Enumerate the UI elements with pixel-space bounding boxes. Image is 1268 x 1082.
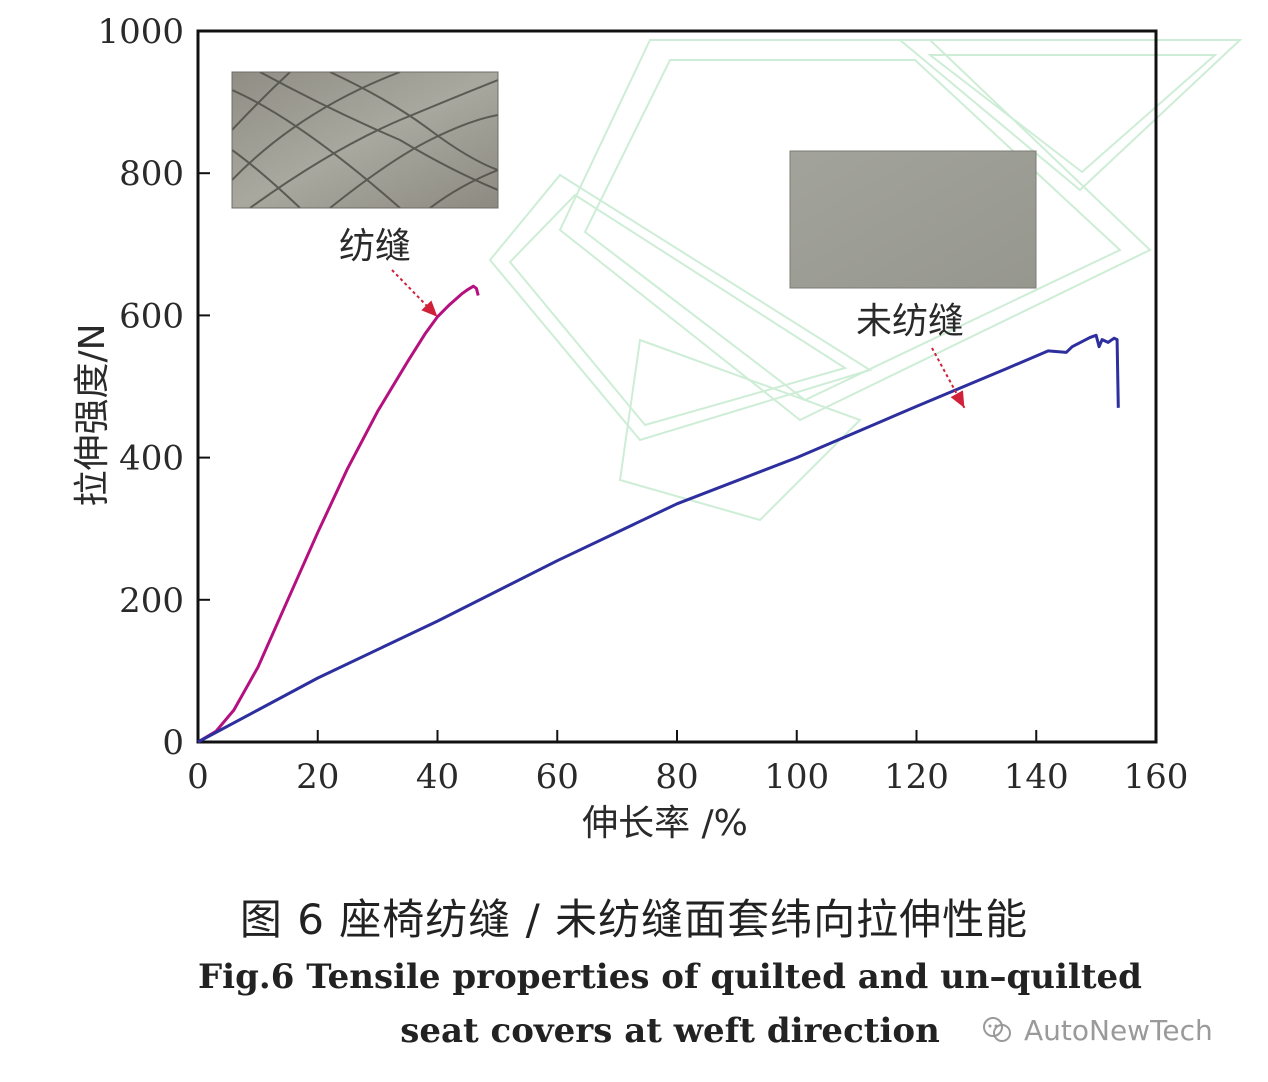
- y-tick-label: 800: [119, 154, 184, 194]
- x-axis-ticks: 0 20 40 60 80 100 120 140 160: [187, 730, 1188, 797]
- x-tick-label: 0: [187, 757, 209, 797]
- x-tick-label: 100: [764, 757, 829, 797]
- unquilted-sample-photo: [789, 150, 1037, 289]
- x-tick-label: 140: [1004, 757, 1069, 797]
- x-tick-label: 160: [1124, 757, 1189, 797]
- series-line-quilted: [197, 284, 480, 744]
- y-axis-ticks: 0 200 400 600 800 1000: [97, 12, 210, 763]
- x-tick-label: 40: [416, 757, 459, 797]
- y-axis-label: 拉伸强度/N: [72, 323, 113, 506]
- x-tick-label: 20: [296, 757, 339, 797]
- x-tick-label: 120: [884, 757, 949, 797]
- annotation-unquilted-arrow: [931, 347, 966, 409]
- chart: 0 20 40 60 80 100 120 140 160 02004006008001000 …: [72, 12, 1243, 844]
- watermark: AutoNewTech: [980, 1010, 1213, 1050]
- background-decoration: [488, 39, 1243, 522]
- annotation-quilted-arrow: [391, 269, 439, 318]
- watermark-text: AutoNewTech: [1024, 1013, 1213, 1047]
- x-tick-label: 60: [536, 757, 579, 797]
- annotation-quilted-label: 纺缝: [339, 226, 411, 267]
- figure-caption-english: Fig.6 Tensile properties of quilted and …: [198, 957, 1142, 1051]
- y-tick-label: 0: [162, 723, 184, 763]
- annotation-unquilted-label: 未纺缝: [856, 301, 964, 342]
- figure-caption-chinese: 图 6 座椅纺缝 / 未纺缝面套纬向拉伸性能: [239, 895, 1029, 944]
- series-layer: [197, 284, 1120, 744]
- wechat-icon: [983, 1017, 1011, 1042]
- y-tick-label: 400: [119, 439, 184, 479]
- quilted-sample-photo: [231, 71, 499, 209]
- x-axis-label: 伸长率 /%: [582, 803, 748, 844]
- y-tick-label: 600: [119, 296, 184, 336]
- x-tick-label: 80: [655, 757, 698, 797]
- y-tick-label: 1000: [97, 12, 184, 52]
- y-tick-label: 200: [119, 581, 184, 621]
- series-line-unquilted: [197, 333, 1120, 744]
